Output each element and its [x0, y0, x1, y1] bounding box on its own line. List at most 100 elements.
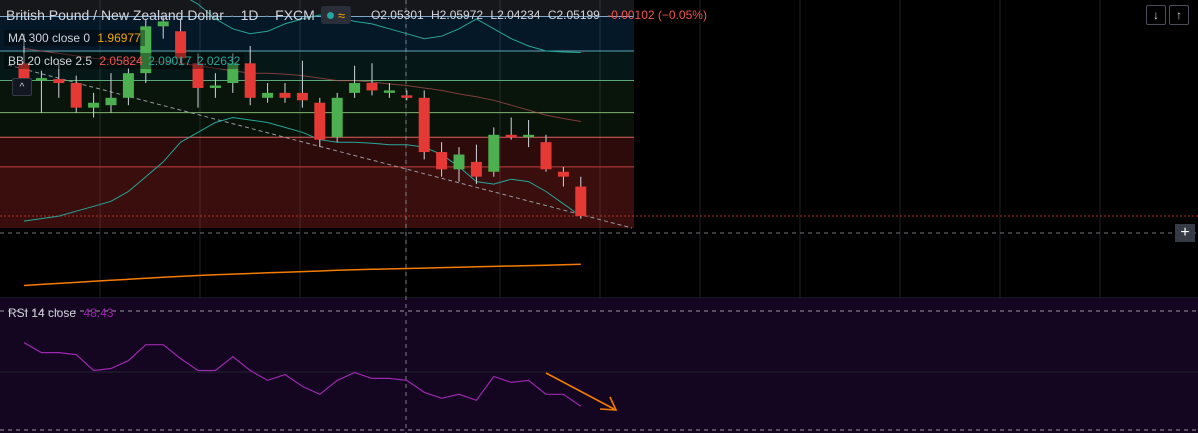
symbol-name[interactable]: British Pound / New Zealand Dollar [6, 7, 224, 23]
rsi-indicator-value: 48.43 [83, 306, 114, 320]
candle [175, 18, 187, 64]
candle-body [192, 63, 204, 88]
candle [331, 92, 343, 143]
fib-zone [0, 166, 634, 228]
bb-lower-value: 2.02632 [196, 54, 241, 68]
low-value: L2.04234 [490, 8, 541, 22]
candle [35, 70, 47, 113]
bb-lower-line [23, 116, 582, 222]
candle [470, 144, 482, 185]
candle [105, 73, 117, 113]
candle [227, 53, 239, 93]
ma-300-line [23, 263, 581, 287]
rsi-indicator-label: RSI 14 close [8, 306, 77, 320]
candle [192, 53, 204, 108]
candle-body [505, 134, 517, 138]
market-open-icon [326, 11, 334, 19]
rsi-path [23, 342, 582, 407]
candle [575, 176, 587, 219]
candle-body [488, 134, 500, 172]
chevron-up-icon: ^ [19, 81, 25, 93]
candle [157, 16, 169, 39]
candle [540, 134, 552, 172]
candle-body [331, 97, 343, 138]
ohlc-readout: O2.05301 H2.05972 L2.04234 C2.05199 -0.0… [371, 8, 707, 22]
candle [209, 73, 221, 98]
trend-arrow-head [599, 396, 618, 411]
candle-body [523, 134, 535, 138]
fib-retracement [0, 0, 634, 228]
candle [279, 83, 291, 103]
bb-upper-value: 2.09017 [148, 54, 192, 68]
candle-body [53, 79, 65, 84]
candle [383, 83, 395, 98]
candle [53, 63, 65, 98]
candle-body [436, 152, 448, 170]
candle [244, 46, 256, 106]
chart-header: British Pound / New Zealand Dollar · 1D … [6, 6, 707, 24]
candle-body [244, 63, 256, 98]
fib-zone [0, 0, 634, 17]
candle-body [18, 63, 30, 86]
exchange: FXCM [275, 7, 315, 23]
rsi-indicator-legend[interactable]: RSI 14 close 48.43 [4, 305, 117, 321]
candle-body [470, 161, 482, 177]
fib-zone [0, 16, 634, 51]
separator-dot: · [264, 7, 270, 23]
candle-body [209, 85, 221, 88]
candle [366, 63, 378, 96]
candle [505, 117, 517, 140]
bb-basis-value: 2.05824 [99, 54, 143, 68]
bb-indicator-label: BB 20 close 2.5 [8, 54, 93, 68]
interval[interactable]: 1D [240, 7, 259, 23]
candle [401, 90, 413, 101]
scroll-down-button[interactable]: ↓ [1146, 5, 1166, 25]
candle-body [262, 92, 274, 98]
candle-body [122, 73, 134, 98]
candle-body [540, 142, 552, 170]
candle [418, 90, 430, 160]
ma-indicator-value: 1.96977 [97, 31, 141, 45]
candle-body [314, 102, 326, 140]
candle [70, 75, 82, 113]
candle-body [227, 63, 239, 84]
trend-arrow-shaft [545, 372, 615, 410]
scroll-up-button[interactable]: ↑ [1169, 5, 1189, 25]
candle-body [70, 83, 82, 108]
fib-zone [0, 137, 634, 167]
candle-body [140, 26, 152, 74]
candle-body [349, 83, 361, 93]
separator-dot: · [229, 7, 235, 23]
candle [88, 92, 100, 118]
collapse-legend-button[interactable]: ^ [12, 78, 32, 96]
candle [557, 166, 569, 187]
candle [349, 65, 361, 98]
candle [140, 18, 152, 84]
candles [18, 16, 587, 219]
fib-zone [0, 50, 634, 81]
high-value: H2.05972 [431, 8, 484, 22]
rsi-panel-background [0, 298, 1198, 433]
bb-upper-line [189, 0, 581, 53]
wave-icon: ≈ [337, 7, 345, 23]
change-value: -0.00102 (−0.05%) [607, 8, 707, 22]
rsi-line [23, 342, 582, 407]
ma-300-path [23, 263, 581, 287]
candle-body [88, 102, 100, 108]
add-plus-button[interactable]: + [1175, 224, 1195, 242]
candle [436, 142, 448, 177]
candle-body [366, 83, 378, 91]
candle-body [575, 186, 587, 217]
ma-indicator-legend[interactable]: MA 300 close 0 1.96977 [4, 30, 145, 46]
candle-body [157, 21, 169, 27]
candle-body [401, 95, 413, 98]
candle [453, 147, 465, 182]
candle-body [418, 97, 430, 153]
candle [262, 83, 274, 103]
candle-body [557, 171, 569, 177]
ma-indicator-label: MA 300 close 0 [8, 31, 91, 45]
market-status-pill[interactable]: ≈ [320, 6, 351, 24]
candle-body [296, 92, 308, 101]
bb-indicator-legend[interactable]: BB 20 close 2.5 2.05824 2.09017 2.02632 [4, 53, 245, 69]
